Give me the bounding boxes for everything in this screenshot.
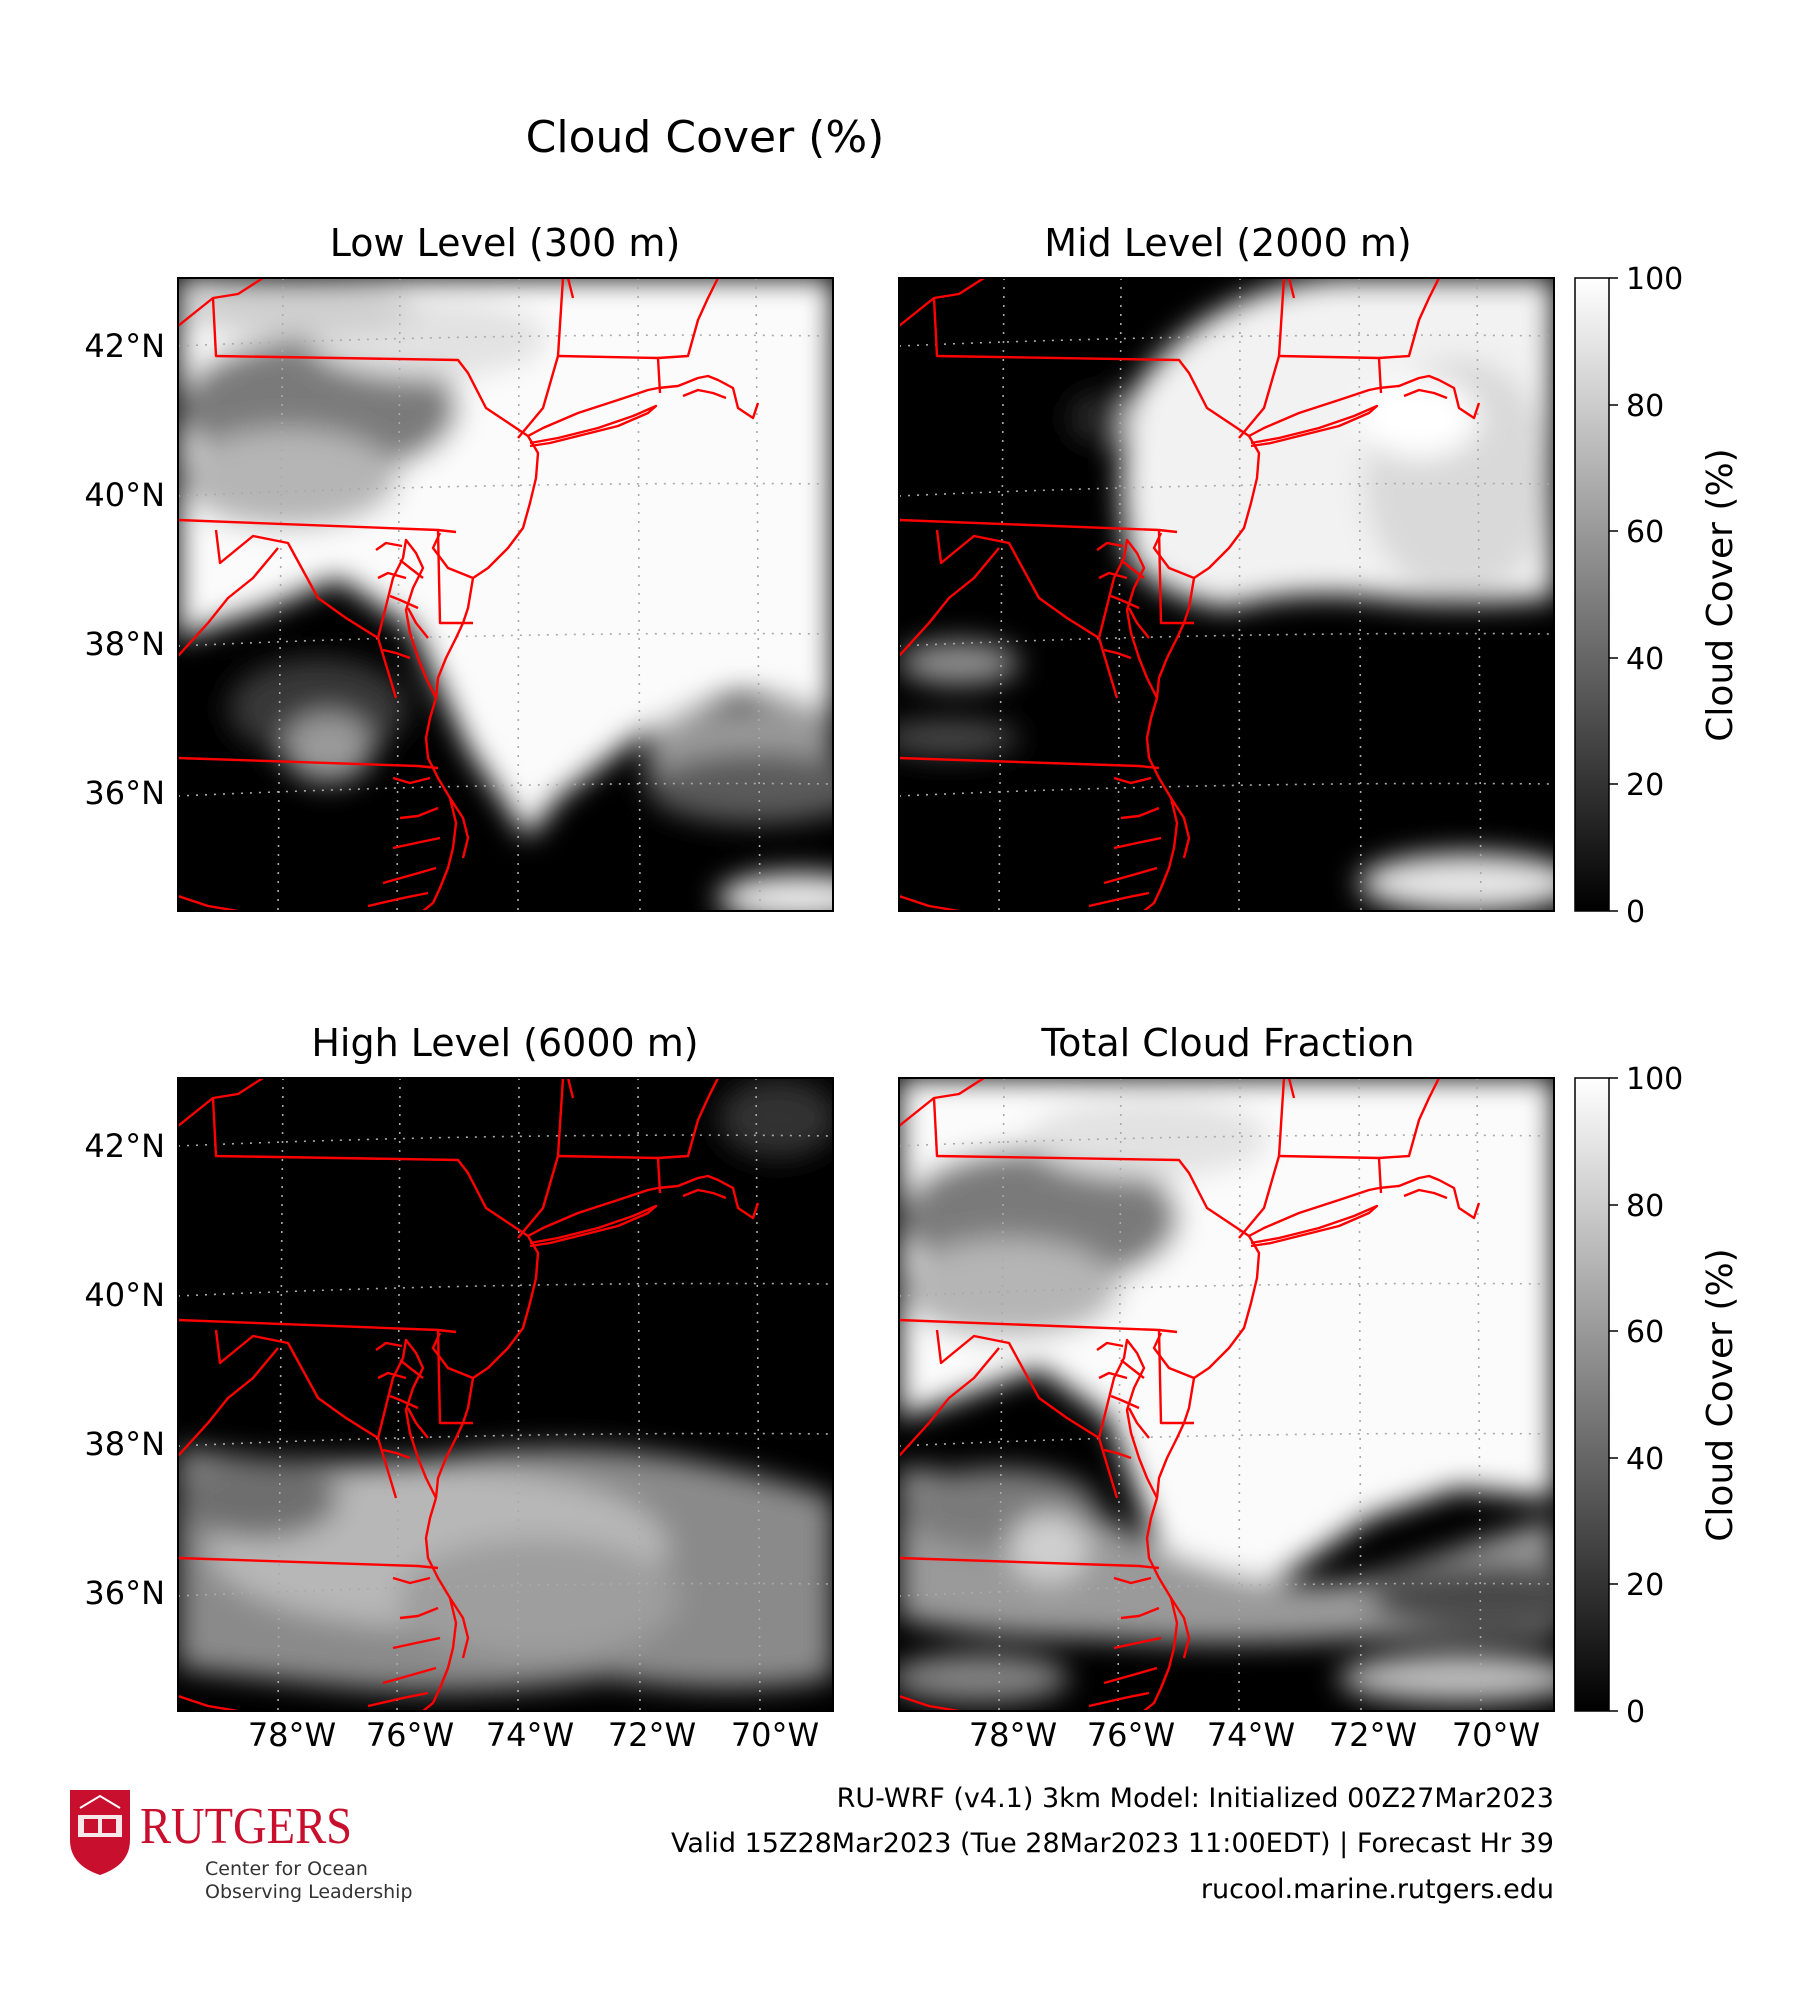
lat-label-40-bottom: 40°N <box>84 1276 165 1314</box>
colorbar-bottom-tick-100: 100 <box>1626 1062 1683 1097</box>
colorbar-bottom-gradient <box>1574 1077 1610 1712</box>
rutgers-shield-icon <box>70 1790 130 1875</box>
colorbar-top-tick-80: 80 <box>1626 389 1664 424</box>
panel-title-low: Low Level (300 m) <box>330 221 681 265</box>
rutgers-logo: RUTGERS Center for Ocean Observing Leade… <box>70 1790 413 1903</box>
lon-label-78-left: 78°W <box>248 1716 336 1754</box>
panel-title-mid: Mid Level (2000 m) <box>1044 221 1411 265</box>
colorbar-top-label: Cloud Cover (%) <box>1700 448 1741 741</box>
footer-valid-line: Valid 15Z28Mar2023 (Tue 28Mar2023 11:00E… <box>671 1828 1554 1859</box>
colorbar-bottom-tick-40: 40 <box>1626 1442 1664 1477</box>
colorbar-bottom-tick-0: 0 <box>1626 1695 1645 1730</box>
colorbar-top: 0 20 40 60 80 100 Cloud Cover (%) <box>1574 262 1741 930</box>
lon-labels-right: 78°W 76°W 74°W 72°W 70°W <box>969 1716 1540 1754</box>
colorbar-bottom-tick-60: 60 <box>1626 1315 1664 1350</box>
lon-label-72-left: 72°W <box>608 1716 696 1754</box>
lat-label-36-top: 36°N <box>84 774 165 812</box>
lat-label-38-top: 38°N <box>84 625 165 663</box>
lat-label-40-top: 40°N <box>84 476 165 514</box>
lat-label-42-bottom: 42°N <box>84 1127 165 1165</box>
colorbar-bottom-label: Cloud Cover (%) <box>1700 1248 1741 1541</box>
panel-title-total: Total Cloud Fraction <box>1040 1021 1414 1065</box>
lon-label-74-left: 74°W <box>486 1716 574 1754</box>
rutgers-subtitle-1: Center for Ocean <box>205 1858 368 1880</box>
rutgers-subtitle-2: Observing Leadership <box>205 1881 413 1903</box>
rutgers-wordmark: RUTGERS <box>140 1798 352 1855</box>
lon-label-78-right: 78°W <box>969 1716 1057 1754</box>
colorbar-top-gradient <box>1574 277 1610 912</box>
lon-labels-left: 78°W 76°W 74°W 72°W 70°W <box>248 1716 819 1754</box>
colorbar-top-tick-40: 40 <box>1626 642 1664 677</box>
map-panel-mid <box>898 277 1555 912</box>
lat-labels-bottom: 42°N 40°N 38°N 36°N <box>84 1127 165 1612</box>
footer: RU-WRF (v4.1) 3km Model: Initialized 00Z… <box>671 1783 1554 1905</box>
colorbar-bottom: 0 20 40 60 80 100 Cloud Cover (%) <box>1574 1062 1741 1730</box>
footer-url: rucool.marine.rutgers.edu <box>1201 1874 1554 1905</box>
colorbar-bottom-tick-20: 20 <box>1626 1568 1664 1603</box>
lon-label-74-right: 74°W <box>1207 1716 1295 1754</box>
colorbar-top-tick-0: 0 <box>1626 895 1645 930</box>
colorbar-top-tick-100: 100 <box>1626 262 1683 297</box>
map-panel-high <box>177 1077 834 1712</box>
footer-init-line: RU-WRF (v4.1) 3km Model: Initialized 00Z… <box>837 1783 1554 1814</box>
lat-label-38-bottom: 38°N <box>84 1425 165 1463</box>
panel-title-high: High Level (6000 m) <box>311 1021 698 1065</box>
map-panel-low <box>177 277 834 912</box>
map-panel-total <box>898 1077 1555 1712</box>
figure-title: Cloud Cover (%) <box>526 112 885 163</box>
colorbar-bottom-tick-80: 80 <box>1626 1189 1664 1224</box>
lon-label-76-left: 76°W <box>366 1716 454 1754</box>
colorbar-top-tick-60: 60 <box>1626 515 1664 550</box>
lat-label-42-top: 42°N <box>84 327 165 365</box>
colorbar-top-tick-20: 20 <box>1626 768 1664 803</box>
lon-label-70-left: 70°W <box>731 1716 819 1754</box>
lon-label-72-right: 72°W <box>1329 1716 1417 1754</box>
lon-label-76-right: 76°W <box>1087 1716 1175 1754</box>
lon-label-70-right: 70°W <box>1452 1716 1540 1754</box>
lat-label-36-bottom: 36°N <box>84 1574 165 1612</box>
lat-labels-top: 42°N 40°N 38°N 36°N <box>84 327 165 812</box>
